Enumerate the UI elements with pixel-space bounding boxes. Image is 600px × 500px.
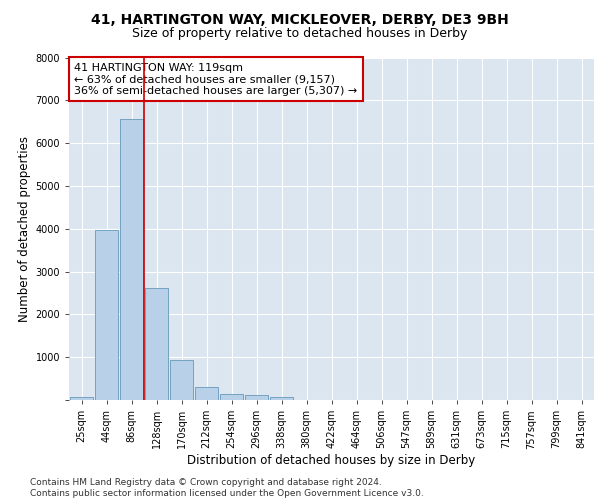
Bar [95,230,118,400]
Bar [245,395,268,400]
Bar [145,288,168,400]
X-axis label: Distribution of detached houses by size in Derby: Distribution of detached houses by size … [187,454,476,467]
Bar [120,119,143,400]
Bar [70,398,93,400]
Bar [195,387,218,400]
Text: 41 HARTINGTON WAY: 119sqm
← 63% of detached houses are smaller (9,157)
36% of se: 41 HARTINGTON WAY: 119sqm ← 63% of detac… [74,62,358,96]
Text: Contains HM Land Registry data © Crown copyright and database right 2024.
Contai: Contains HM Land Registry data © Crown c… [30,478,424,498]
Y-axis label: Number of detached properties: Number of detached properties [18,136,31,322]
Text: 41, HARTINGTON WAY, MICKLEOVER, DERBY, DE3 9BH: 41, HARTINGTON WAY, MICKLEOVER, DERBY, D… [91,12,509,26]
Bar [220,394,243,400]
Bar [270,396,293,400]
Bar [170,360,193,400]
Text: Size of property relative to detached houses in Derby: Size of property relative to detached ho… [133,28,467,40]
